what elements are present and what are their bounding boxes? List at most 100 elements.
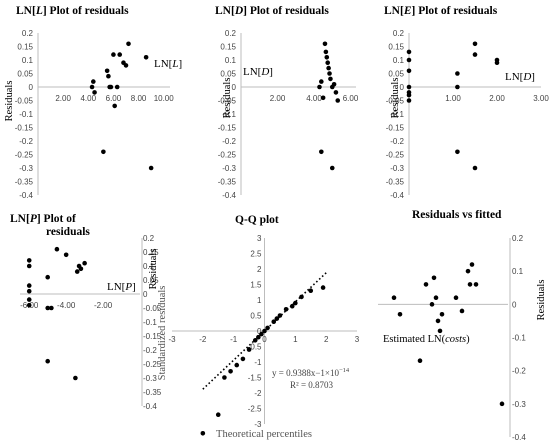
p2-point	[333, 90, 339, 95]
qq-y-tick-label: -2.5	[248, 405, 262, 414]
p4-point	[73, 375, 78, 381]
p1-y-tick-label: 0.2	[22, 29, 34, 38]
p4-y-tick-label: -0.15	[143, 332, 162, 341]
p4-y-tick-label: 0	[143, 290, 148, 299]
p4-point	[26, 263, 32, 269]
qq-x-tick-label: 0	[262, 335, 267, 344]
rvf-point	[429, 302, 435, 307]
p4-point	[82, 260, 87, 266]
p3-point	[455, 84, 460, 90]
qq-point	[240, 356, 246, 362]
p1-point	[123, 63, 129, 68]
p1-y-tick-label: 0.05	[17, 70, 33, 79]
p2-title: LN[D] Plot of residuals	[215, 5, 329, 17]
p1-point	[114, 84, 120, 90]
qq-point	[299, 294, 304, 300]
qq-point	[274, 316, 280, 321]
p1-point	[143, 55, 149, 60]
p2-point	[322, 41, 328, 47]
qq-point	[256, 334, 261, 340]
p4-point	[63, 252, 69, 258]
p2-y-tick-label: -0.2	[222, 137, 236, 146]
p4-x-tick-label: -2.00	[94, 301, 113, 310]
p1-point	[91, 79, 96, 84]
p1-y-tick-label: -0.1	[19, 110, 33, 119]
qq-point	[265, 325, 270, 331]
p1-y-tick-label: -0.35	[15, 178, 34, 187]
p4-y-tick-label: 0.15	[143, 248, 159, 257]
p2-x-tick-label: 4.00	[306, 94, 322, 103]
qq-y-tick-label: 0	[257, 327, 262, 336]
p1-point	[92, 90, 97, 95]
p4-point	[54, 246, 60, 252]
p2-point	[327, 71, 332, 76]
qq-ylabel: Standardized residuals	[157, 286, 168, 381]
qq-r2: R² = 0.8703	[290, 380, 334, 390]
p3-x-tick-label: 1.00	[445, 94, 461, 103]
p1-x-tick-label: 6.00	[106, 94, 122, 103]
p2-point	[331, 82, 337, 87]
p2-y-tick-label: -0.35	[218, 178, 237, 187]
p4-y-tick-label: -0.05	[143, 304, 162, 313]
p4-point	[26, 283, 32, 288]
p2-y-tick-label: -0.1	[222, 110, 236, 119]
p1-y-tick-label: -0.05	[15, 97, 34, 106]
rvf-point	[439, 311, 445, 317]
qq-y-tick-label: 1	[257, 296, 262, 305]
p3-y-tick-label: 0	[400, 83, 405, 92]
p1-point	[104, 68, 110, 74]
p4-y-tick-label: 0.2	[143, 234, 155, 243]
p2-point	[317, 84, 322, 90]
p3-y-tick-label: -0.3	[390, 164, 404, 173]
qq-x-tick-label: 1	[293, 335, 298, 344]
rvf-point	[453, 295, 459, 301]
qq-point	[252, 338, 258, 343]
p3-point	[406, 49, 412, 55]
qq-x-tick-label: -3	[168, 335, 176, 344]
p1-x-tick-label: 4.00	[80, 94, 96, 103]
rvf-point	[459, 308, 465, 314]
p4-y-tick-label: -0.35	[143, 388, 162, 397]
p3-y-tick-label: 0.05	[388, 70, 404, 79]
qq-x-tick-label: -1	[230, 335, 238, 344]
p4-title: LN[P] Plot of residuals	[10, 213, 90, 238]
qq-equation: y = 0.9388x−1×10−14	[272, 367, 350, 378]
p1-y-tick-label: 0.1	[22, 56, 34, 65]
p3-point	[472, 165, 478, 171]
p3-point	[455, 71, 460, 76]
qq-y-tick-label: -3	[254, 420, 262, 429]
p1-point	[108, 84, 114, 90]
rvf-y-tick-label: 0.2	[512, 234, 524, 243]
p2-point	[329, 165, 335, 171]
rvf-point	[417, 358, 423, 364]
p2-point	[319, 79, 324, 84]
p4-ylabel: Residuals	[148, 249, 159, 290]
qq-point	[215, 412, 221, 418]
qq-y-tick-label: 2	[257, 265, 262, 274]
p3-point	[472, 41, 478, 47]
p4-y-tick-label: 0.05	[143, 276, 159, 285]
p2-point	[335, 98, 341, 103]
rvf-y-tick-label: -0.4	[512, 433, 526, 442]
p1-x-tick-label: 10.00	[154, 94, 175, 103]
qq-point	[222, 375, 227, 380]
qq-point	[234, 362, 240, 368]
p4-point	[26, 258, 32, 263]
p1-y-tick-label: -0.3	[19, 164, 33, 173]
qq-point	[320, 285, 326, 290]
p3-point	[494, 60, 500, 65]
p3-point	[406, 84, 412, 90]
qq-point	[293, 300, 298, 306]
p2-y-tick-label: 0.05	[220, 70, 236, 79]
p2-x-tick-label: 2.00	[270, 94, 286, 103]
p1-point	[111, 52, 116, 57]
p4-x-tick-label: -4.00	[57, 301, 76, 310]
qq-point	[246, 347, 252, 352]
p3-x-tick-label: 2.00	[489, 94, 505, 103]
p1-point	[106, 73, 111, 79]
rvf-point	[433, 295, 439, 301]
qq-xlabel: Theoretical percentiles	[216, 429, 312, 440]
p4-y-tick-label: -0.1	[143, 318, 157, 327]
